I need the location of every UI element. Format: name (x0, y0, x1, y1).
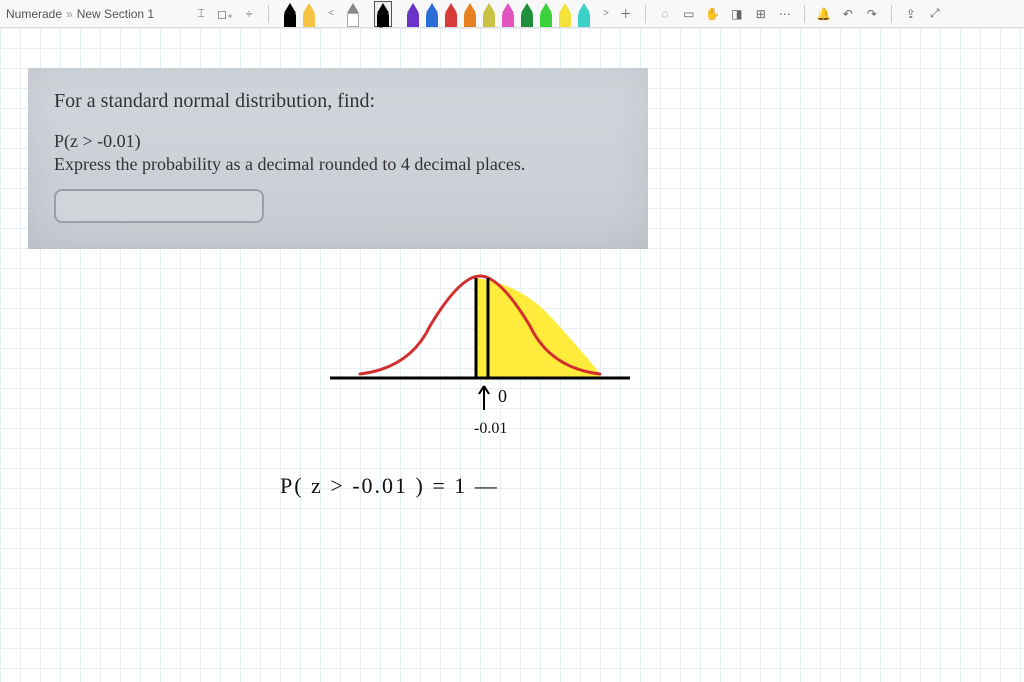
canvas[interactable]: For a standard normal distribution, find… (0, 28, 1024, 682)
add-pen-icon[interactable]: ＋ (615, 3, 637, 25)
pen-tray-a (281, 1, 318, 27)
pen-icon[interactable] (281, 1, 299, 27)
breadcrumb-root[interactable]: Numerade (6, 7, 62, 21)
pen-tray-eraser (344, 1, 362, 27)
toolbar-separator (645, 5, 646, 23)
problem-instruction: Express the probability as a decimal rou… (54, 154, 622, 175)
equation-text: P( z > -0.01 ) = 1 — (280, 473, 499, 499)
math-icon[interactable]: 🔔 (813, 3, 835, 25)
divide-icon[interactable]: ÷ (238, 3, 260, 25)
toolbar-history: 🔔↶↷ (813, 3, 883, 25)
toolbar-window: ⇪⤢ (900, 3, 946, 25)
add-shape-icon[interactable]: ◻₊ (214, 3, 236, 25)
pen-icon[interactable] (537, 1, 555, 27)
toolbar-separator (268, 5, 269, 23)
selected-pen-icon[interactable]: ▾ (374, 1, 392, 27)
pen-icon[interactable] (518, 1, 536, 27)
problem-expression: P(z > -0.01) (54, 131, 622, 152)
breadcrumb: Numerade » New Section 1 (6, 7, 154, 21)
pen-icon[interactable] (575, 1, 593, 27)
problem-prompt: For a standard normal distribution, find… (54, 90, 622, 113)
toolbar-left-icons: ⌶◻₊÷ (190, 3, 260, 25)
select-icon[interactable]: ▭ (678, 3, 700, 25)
problem-card: For a standard normal distribution, find… (28, 68, 648, 249)
text-cursor-icon[interactable]: ⌶ (190, 3, 212, 25)
eraser-icon[interactable]: ◨ (726, 3, 748, 25)
more-icon[interactable]: ⋯ (774, 3, 796, 25)
redo-icon[interactable]: ↷ (861, 3, 883, 25)
toolbar-separator (804, 5, 805, 23)
shaded-region (476, 278, 600, 378)
toolbar-separator (891, 5, 892, 23)
zero-label: 0 (498, 386, 507, 407)
pen-icon[interactable] (499, 1, 517, 27)
toolbar-add-pen: ＋ (615, 3, 637, 25)
toolbar-tools: ◌▭✋◨⊞⋯ (654, 3, 796, 25)
answer-input[interactable] (54, 189, 264, 223)
fullscreen-icon[interactable]: ⤢ (924, 3, 946, 25)
pen-icon[interactable] (480, 1, 498, 27)
undo-icon[interactable]: ↶ (837, 3, 859, 25)
lasso-icon[interactable]: ◌ (654, 3, 676, 25)
minus-001-label: -0.01 (474, 420, 507, 438)
breadcrumb-sep: » (66, 7, 73, 21)
pen-icon[interactable] (423, 1, 441, 27)
toolbar: Numerade » New Section 1 ⌶◻₊÷ < ▾ > ＋ ◌▭… (0, 0, 1024, 28)
chevron-right-icon[interactable]: > (601, 8, 611, 19)
pen-icon[interactable] (461, 1, 479, 27)
chevron-left-icon[interactable]: < (326, 8, 336, 19)
pen-icon[interactable] (300, 1, 318, 27)
breadcrumb-section[interactable]: New Section 1 (77, 7, 154, 21)
pen-icon[interactable] (404, 1, 422, 27)
eraser-pen-icon[interactable] (344, 1, 362, 27)
pen-tray-b (404, 1, 593, 27)
pen-tray-selected: ▾ (374, 1, 392, 27)
grid-icon[interactable]: ⊞ (750, 3, 772, 25)
normal-curve-sketch (330, 248, 640, 408)
pen-icon[interactable] (442, 1, 460, 27)
share-icon[interactable]: ⇪ (900, 3, 922, 25)
pen-icon[interactable] (556, 1, 574, 27)
hand-icon[interactable]: ✋ (702, 3, 724, 25)
